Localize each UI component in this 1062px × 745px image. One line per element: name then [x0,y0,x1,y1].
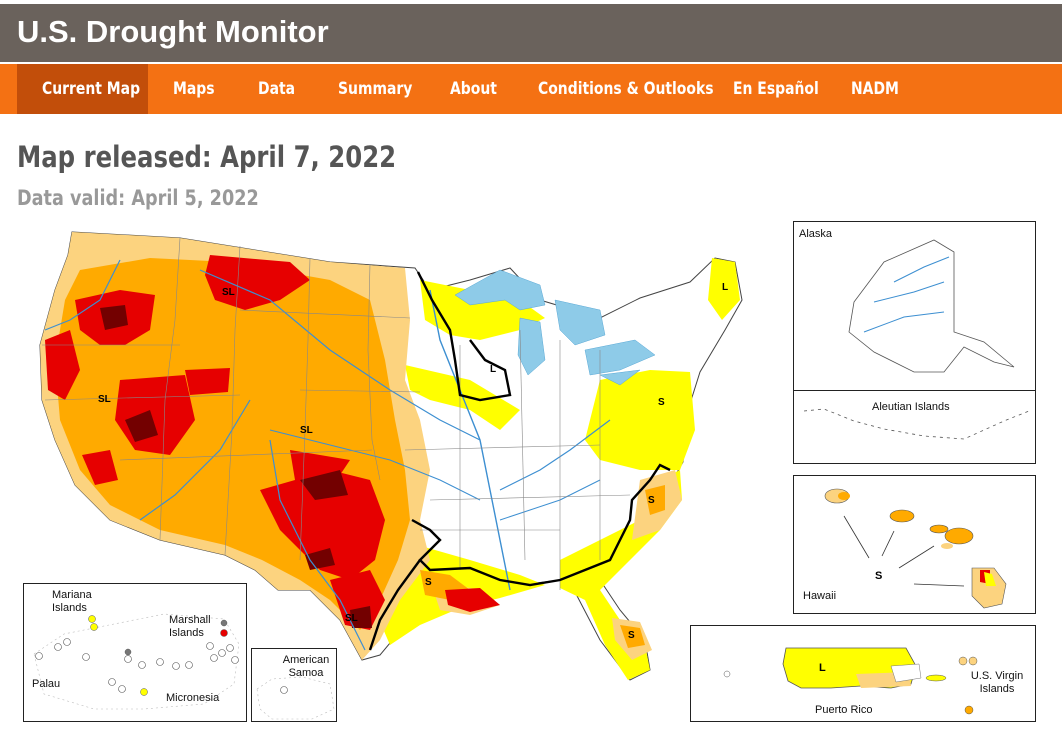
impact-label-sl-montana: SL [222,287,235,298]
impact-label-l-maine: L [722,282,728,293]
drought-d2-carolina [645,485,665,515]
nav-item-summary[interactable]: Summary [338,79,413,99]
great-lakes [454,269,656,386]
drought-d4-oregon [100,305,128,330]
drought-d3-california [45,330,80,400]
aleutian-label: Aleutian Islands [872,401,950,413]
drought-d4-south-tx [350,606,372,628]
micronesia-label: Micronesia [166,692,220,704]
american-samoa-map [256,676,335,720]
hawaii-inset[interactable]: S Hawaii [793,475,1036,614]
rio-grande [269,439,366,651]
site-header: U.S. Drought Monitor [0,0,1062,62]
puerto-rico-inset[interactable]: L Puerto Rico U.S. Virgin Islands [690,625,1036,722]
nav-item-conditions-outlooks[interactable]: Conditions & Outlooks [538,79,714,99]
pacific-islands-map [33,613,240,710]
usvi-label: U.S. Virgin Islands [970,670,1024,695]
puerto-rico-impact-label: L [819,662,826,674]
drought-d0-northeast [585,370,695,470]
drought-d4-nevada [125,410,158,442]
site-title[interactable]: U.S. Drought Monitor [17,14,329,49]
nav-item-current-map[interactable]: Current Map [42,79,141,99]
drought-d3-south-texas [330,570,385,630]
drought-d3-louisiana [445,588,500,612]
drought-d4-southwest [300,470,348,500]
alaska-map [848,239,1015,373]
american-samoa-label: American Samoa [282,654,330,679]
tennessee-river [499,479,601,521]
mariana-islands-label: Mariana Islands [52,589,92,614]
puerto-rico-label: Puerto Rico [815,704,873,716]
impact-label-s-carolina: S [648,495,655,506]
impact-label-s-northeast: S [658,397,665,408]
drought-d3-wy [185,368,230,395]
nav-item-about[interactable]: About [450,79,497,99]
hawaii-label: Hawaii [803,590,837,602]
ohio-river [499,419,611,491]
drought-d0-maine [708,258,740,320]
aleutian-inset[interactable]: Aleutian Islands [793,390,1036,464]
arkansas-river [269,429,481,501]
nav-item-en-espanol[interactable]: En Español [733,79,819,99]
main-nav: Current Map Maps Data Summary About Cond… [0,62,1062,114]
impact-boundary-texas [368,559,421,651]
map-released-heading: Map released: April 7, 2022 [17,140,397,174]
impact-label-sl-plains: SL [300,425,313,436]
alaska-label: Alaska [799,228,833,240]
conus-drought-map[interactable]: SL SL SL SL L L S S S S [0,215,780,685]
header-top-line [0,0,1062,4]
hawaii-map: S [824,488,1007,609]
impact-label-s-louisiana: S [425,577,432,588]
impact-boundary-midwest [416,271,512,402]
data-valid-subheading: Data valid: April 5, 2022 [17,186,259,210]
missouri-river [199,269,481,441]
impact-label-sl-west: SL [98,394,111,405]
drought-d3-montana [205,255,310,310]
state-borders [42,237,631,590]
impact-label-l-midwest: L [490,364,496,375]
colorado-river [139,399,251,521]
puerto-rico-map: L [723,647,978,715]
columbia-river [44,259,121,331]
drought-d3-nm-tx [260,470,385,580]
drought-d3-california-south [82,450,118,485]
drought-d4-texas [305,548,335,570]
nav-active-indicator [17,64,148,114]
impact-label-s-florida: S [628,630,635,641]
nav-item-nadm[interactable]: NADM [851,79,899,99]
american-samoa-inset[interactable]: American Samoa [251,648,337,722]
drought-d0-great-lakes [420,280,545,340]
nav-item-data[interactable]: Data [258,79,296,99]
nav-item-maps[interactable]: Maps [173,79,215,99]
marshall-islands-label: Marshall Islands [169,614,211,639]
hawaii-impact-label: S [875,570,882,582]
pacific-islands-inset[interactable]: Mariana Islands Marshall Islands Palau M… [23,583,247,722]
drought-d2-florida [620,625,645,648]
palau-label: Palau [32,678,61,690]
impact-boundary-south [411,463,671,587]
impact-label-sl-texas: SL [345,613,358,624]
alaska-inset[interactable]: Alaska [793,221,1036,391]
